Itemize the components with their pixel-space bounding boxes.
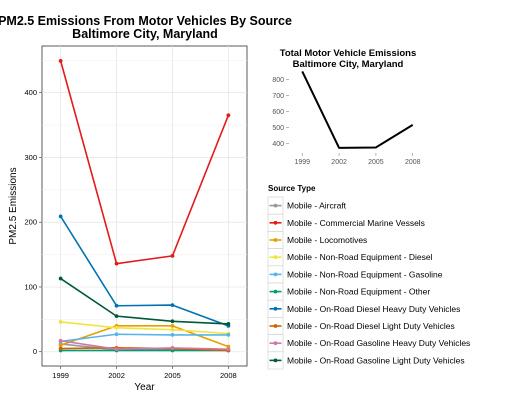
inset-x-tick-labels: 1999 2002 2005 2008	[294, 153, 421, 166]
legend-item-1: Mobile - Aircraft	[267, 196, 347, 215]
legend-key-point	[273, 220, 278, 225]
inset-plot-area: 400 500 600 700 800 1999 2002 2005 2008	[272, 71, 421, 166]
legend-item-9: Mobile - On-Road Gasoline Heavy Duty Veh…	[267, 334, 470, 353]
legend-label: Mobile - On-Road Gasoline Heavy Duty Veh…	[287, 338, 470, 348]
series-4-point	[170, 327, 175, 332]
series-10-point	[114, 314, 119, 319]
main-series-lines	[58, 58, 231, 353]
legend-label: Mobile - Commercial Marine Vessels	[287, 218, 425, 228]
legend-item-4: Mobile - Non-Road Equipment - Diesel	[267, 248, 433, 267]
y-tick-label: 200	[24, 218, 37, 227]
series-3-point	[58, 343, 63, 348]
legend-title: Source Type	[268, 184, 316, 193]
series-4-point	[114, 325, 119, 330]
legend-item-2: Mobile - Commercial Marine Vessels	[267, 213, 425, 232]
inset-chart-title: Total Motor Vehicle Emissions	[280, 48, 417, 59]
series-8-point	[58, 346, 63, 351]
legend-key-point	[273, 255, 278, 260]
y-tick-label: 100	[24, 282, 37, 291]
series-5-point	[114, 332, 119, 337]
series-10-point	[58, 276, 63, 281]
legend-label: Mobile - On-Road Diesel Heavy Duty Vehic…	[287, 304, 460, 314]
inset-y-tick-labels: 400 500 600 700 800	[272, 77, 289, 148]
legend-key-point	[273, 324, 278, 328]
legend-key-point	[273, 238, 278, 242]
series-9-point	[226, 347, 231, 352]
legend-label: Mobile - Non-Road Equipment - Other	[287, 287, 430, 297]
series-line-5	[60, 333, 229, 343]
inset-y-tick-label: 800	[272, 77, 284, 84]
y-tick-label: 0	[33, 347, 37, 356]
main-y-tick-labels: 0 100 200 300 400	[24, 88, 42, 356]
legend-item-7: Mobile - On-Road Diesel Heavy Duty Vehic…	[267, 299, 460, 318]
series-9-point	[170, 345, 175, 350]
series-2-point	[58, 58, 63, 63]
legend-item-3: Mobile - Locomotives	[267, 231, 367, 249]
legend-label: Mobile - On-Road Diesel Light Duty Vehic…	[287, 321, 455, 331]
legend-label: Mobile - Locomotives	[287, 235, 367, 245]
series-10-point	[170, 319, 175, 324]
inset-x-tick-label: 2008	[405, 159, 421, 166]
inset-chart-subtitle: Baltimore City, Maryland	[293, 59, 404, 70]
series-2-point	[226, 113, 231, 118]
inset-x-tick-label: 2005	[368, 159, 384, 166]
legend-label: Mobile - Non-Road Equipment - Gasoline	[287, 269, 443, 279]
series-line-10	[60, 277, 229, 325]
legend-key-point	[273, 341, 278, 346]
inset-y-tick-label: 700	[272, 93, 284, 100]
series-line-2	[59, 60, 230, 265]
legend-label: Mobile - On-Road Gasoline Light Duty Veh…	[287, 355, 465, 365]
y-tick-label: 400	[24, 88, 37, 97]
legend-label: Mobile - Non-Road Equipment - Diesel	[287, 252, 433, 262]
series-4-point	[58, 320, 63, 324]
x-tick-label: 2002	[108, 371, 125, 380]
y-tick-label: 300	[24, 153, 37, 162]
main-x-tick-labels: 1999 2002 2005 2008	[52, 366, 237, 380]
series-7-point	[114, 303, 119, 308]
inset-y-tick-label: 500	[272, 125, 284, 132]
x-tick-label: 2008	[220, 371, 237, 380]
x-tick-label: 2005	[164, 371, 181, 380]
inset-x-tick-label: 1999	[294, 159, 310, 166]
series-5-point	[170, 333, 175, 337]
main-plot-area: 0 100 200 300 400 1999 2002 2005 2008	[24, 45, 248, 380]
x-tick-label: 1999	[52, 371, 69, 380]
legend-label: Mobile - Aircraft	[287, 201, 347, 211]
legend-key-point	[273, 272, 278, 277]
legend-item-5: Mobile - Non-Road Equipment - Gasoline	[267, 265, 443, 284]
main-chart-title: PM2.5 Emissions From Motor Vehicles By S…	[0, 14, 292, 28]
series-line-9	[60, 339, 229, 350]
series-7-point	[58, 214, 63, 219]
legend-item-10: Mobile - On-Road Gasoline Light Duty Veh…	[267, 351, 465, 370]
legend: Mobile - Aircraft Mobile - Commercial Mar…	[267, 196, 470, 370]
legend-key-point	[273, 289, 278, 294]
main-plot-border	[41, 45, 248, 367]
main-chart-subtitle: Baltimore City, Maryland	[72, 27, 218, 41]
series-line-7	[59, 215, 229, 327]
series-7-point	[170, 303, 175, 308]
inset-series-line	[301, 71, 414, 149]
inset-y-tick-label: 400	[272, 141, 284, 148]
series-10-point	[226, 321, 231, 326]
series-5-point	[226, 333, 231, 337]
legend-key-point	[273, 306, 278, 311]
main-y-axis-label: PM2.5 Emissions	[8, 167, 19, 244]
series-3-point	[170, 323, 175, 328]
series-line-4	[60, 321, 229, 335]
legend-item-6: Mobile - Non-Road Equipment - Other	[267, 282, 430, 301]
series-9-point	[114, 347, 119, 352]
series-2-point	[170, 253, 175, 258]
legend-item-8: Mobile - On-Road Diesel Light Duty Vehic…	[267, 317, 455, 335]
series-line-3	[60, 325, 229, 348]
legend-key-point	[273, 358, 278, 363]
inset-series-line	[301, 71, 414, 149]
main-x-axis-label: Year	[134, 382, 155, 393]
series-9-point	[58, 338, 63, 343]
legend-key-point	[273, 203, 278, 208]
series-2-point	[114, 261, 119, 266]
inset-y-tick-label: 600	[272, 109, 284, 116]
inset-x-tick-label: 2002	[331, 159, 347, 166]
